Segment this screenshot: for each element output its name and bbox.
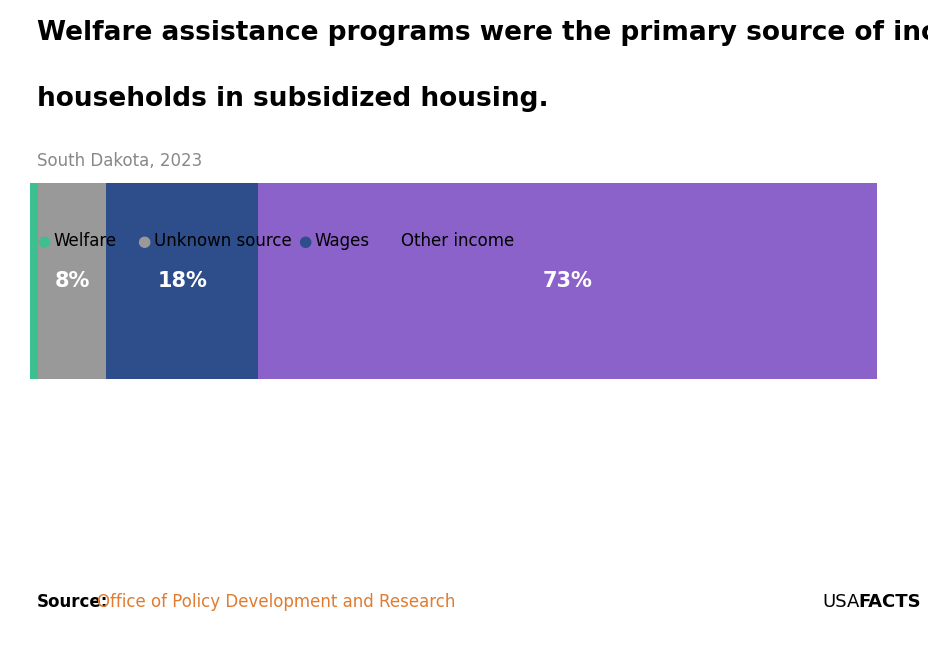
Text: Other income: Other income — [401, 232, 514, 251]
Text: ●: ● — [137, 234, 150, 249]
Text: 73%: 73% — [542, 271, 592, 291]
Text: Source:: Source: — [37, 594, 109, 611]
Bar — [106, 183, 258, 379]
Bar — [30, 183, 38, 379]
Text: 18%: 18% — [157, 271, 207, 291]
Text: ●: ● — [37, 234, 50, 249]
Text: 8%: 8% — [55, 271, 90, 291]
Text: Welfare assistance programs were the primary source of income for 1% of: Welfare assistance programs were the pri… — [37, 20, 928, 46]
Text: Office of Policy Development and Research: Office of Policy Development and Researc… — [97, 594, 455, 611]
Text: households in subsidized housing.: households in subsidized housing. — [37, 86, 548, 112]
Bar — [38, 183, 106, 379]
Text: Unknown source: Unknown source — [154, 232, 291, 251]
Text: ●: ● — [384, 234, 397, 249]
Text: South Dakota, 2023: South Dakota, 2023 — [37, 152, 202, 170]
Bar — [258, 183, 876, 379]
Text: Welfare: Welfare — [54, 232, 117, 251]
Text: Wages: Wages — [315, 232, 369, 251]
Text: FACTS: FACTS — [857, 594, 920, 611]
Text: ●: ● — [298, 234, 311, 249]
Text: USA: USA — [821, 594, 858, 611]
